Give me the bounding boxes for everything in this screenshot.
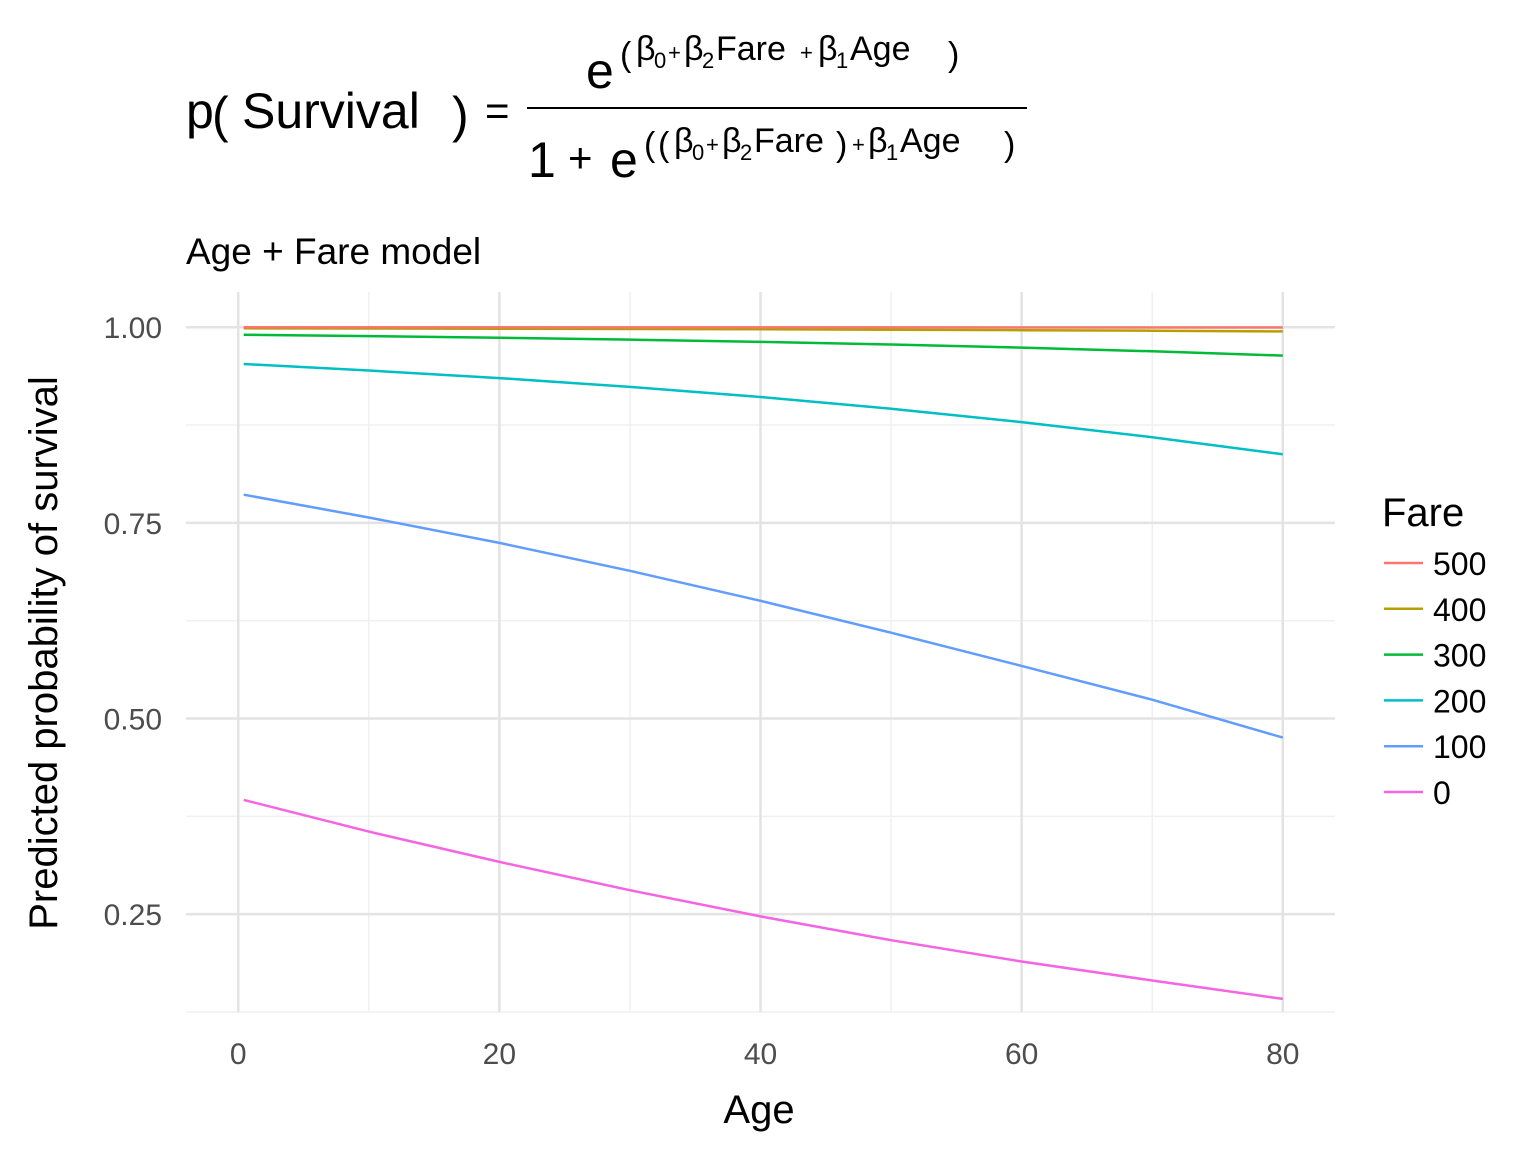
denominator-one: 1 (528, 132, 556, 188)
formula-close-paren: ) (452, 87, 469, 143)
formula-title: p ( Survival ) = e ( β 0 + β 2 Fare + β … (186, 30, 1027, 188)
y-tick-labels: 0.25 0.50 0.75 1.00 (104, 312, 162, 932)
beta-2-subscript: 2 (702, 48, 714, 73)
numerator-close-paren: ) (948, 36, 959, 74)
legend-items: 500 400 300 200 100 0 (1384, 546, 1486, 811)
den-beta-2: β (722, 122, 742, 160)
den-outer-close-paren: ) (1004, 126, 1015, 164)
formula-equals: = (485, 87, 510, 134)
denominator-plus: + (568, 134, 593, 181)
legend-label-300: 300 (1433, 638, 1486, 674)
y-tick-label: 0.25 (104, 899, 162, 932)
den-inner-close-paren: ) (836, 126, 847, 164)
age-term: Age (850, 30, 911, 68)
legend-label-0: 0 (1433, 775, 1451, 811)
plus-2: + (800, 40, 813, 65)
den-beta-1: β (868, 122, 888, 160)
fare-term: Fare (716, 30, 786, 68)
numerator-open-paren: ( (620, 36, 632, 74)
grid-major (186, 292, 1335, 1012)
formula-numerator: e ( β 0 + β 2 Fare + β 1 Age ) (586, 30, 959, 99)
series-line-fare-100 (243, 493, 1284, 739)
den-plus-2: + (852, 132, 865, 157)
plus-1: + (668, 40, 681, 65)
legend-label-500: 500 (1433, 546, 1486, 582)
x-tick-label: 40 (744, 1038, 777, 1071)
den-beta-1-subscript: 1 (886, 140, 898, 165)
den-fare-term: Fare (754, 122, 824, 160)
formula-open-paren: ( (212, 87, 229, 143)
y-tick-label: 1.00 (104, 312, 162, 345)
y-tick-label: 0.50 (104, 704, 162, 737)
den-inner-open-paren: ( (658, 126, 670, 164)
den-beta-0: β (674, 122, 694, 160)
y-axis-title: Predicted probability of survival (22, 376, 66, 930)
legend: Fare 500 400 300 200 100 0 (1382, 491, 1486, 811)
beta-0-subscript: 0 (654, 48, 666, 73)
numerator-base: e (586, 43, 614, 99)
x-tick-label: 60 (1005, 1038, 1038, 1071)
beta-0: β (636, 30, 656, 68)
y-tick-label: 0.75 (104, 508, 162, 541)
beta-2: β (684, 30, 704, 68)
legend-title: Fare (1382, 491, 1464, 535)
legend-label-400: 400 (1433, 592, 1486, 628)
beta-1: β (818, 30, 838, 68)
chart-subtitle: Age + Fare model (186, 231, 481, 272)
x-tick-label: 0 (230, 1038, 247, 1071)
formula-lhs-arg: Survival (242, 83, 420, 139)
series-line-fare-200 (243, 362, 1283, 456)
series-line-fare-0 (243, 798, 1283, 1001)
x-tick-label: 80 (1266, 1038, 1299, 1071)
den-outer-open-paren: ( (644, 126, 656, 164)
x-axis-title: Age (723, 1088, 794, 1132)
formula-denominator: 1 + e ( ( β 0 + β 2 Fare ) + β 1 Age ) (528, 122, 1015, 188)
den-plus-1: + (706, 132, 719, 157)
legend-label-200: 200 (1433, 683, 1486, 719)
series-lines (243, 326, 1284, 1001)
den-beta-0-subscript: 0 (692, 140, 704, 165)
legend-label-100: 100 (1433, 729, 1486, 765)
x-tick-label: 20 (483, 1038, 516, 1071)
formula-lhs-p: p (186, 83, 214, 139)
den-beta-2-subscript: 2 (740, 140, 752, 165)
series-line-fare-300 (243, 333, 1283, 357)
x-tick-labels: 0 20 40 60 80 (230, 1038, 1300, 1071)
den-age-term: Age (900, 122, 961, 160)
beta-1-subscript: 1 (836, 48, 848, 73)
denominator-base: e (610, 132, 638, 188)
series-line-fare-400 (243, 327, 1283, 333)
